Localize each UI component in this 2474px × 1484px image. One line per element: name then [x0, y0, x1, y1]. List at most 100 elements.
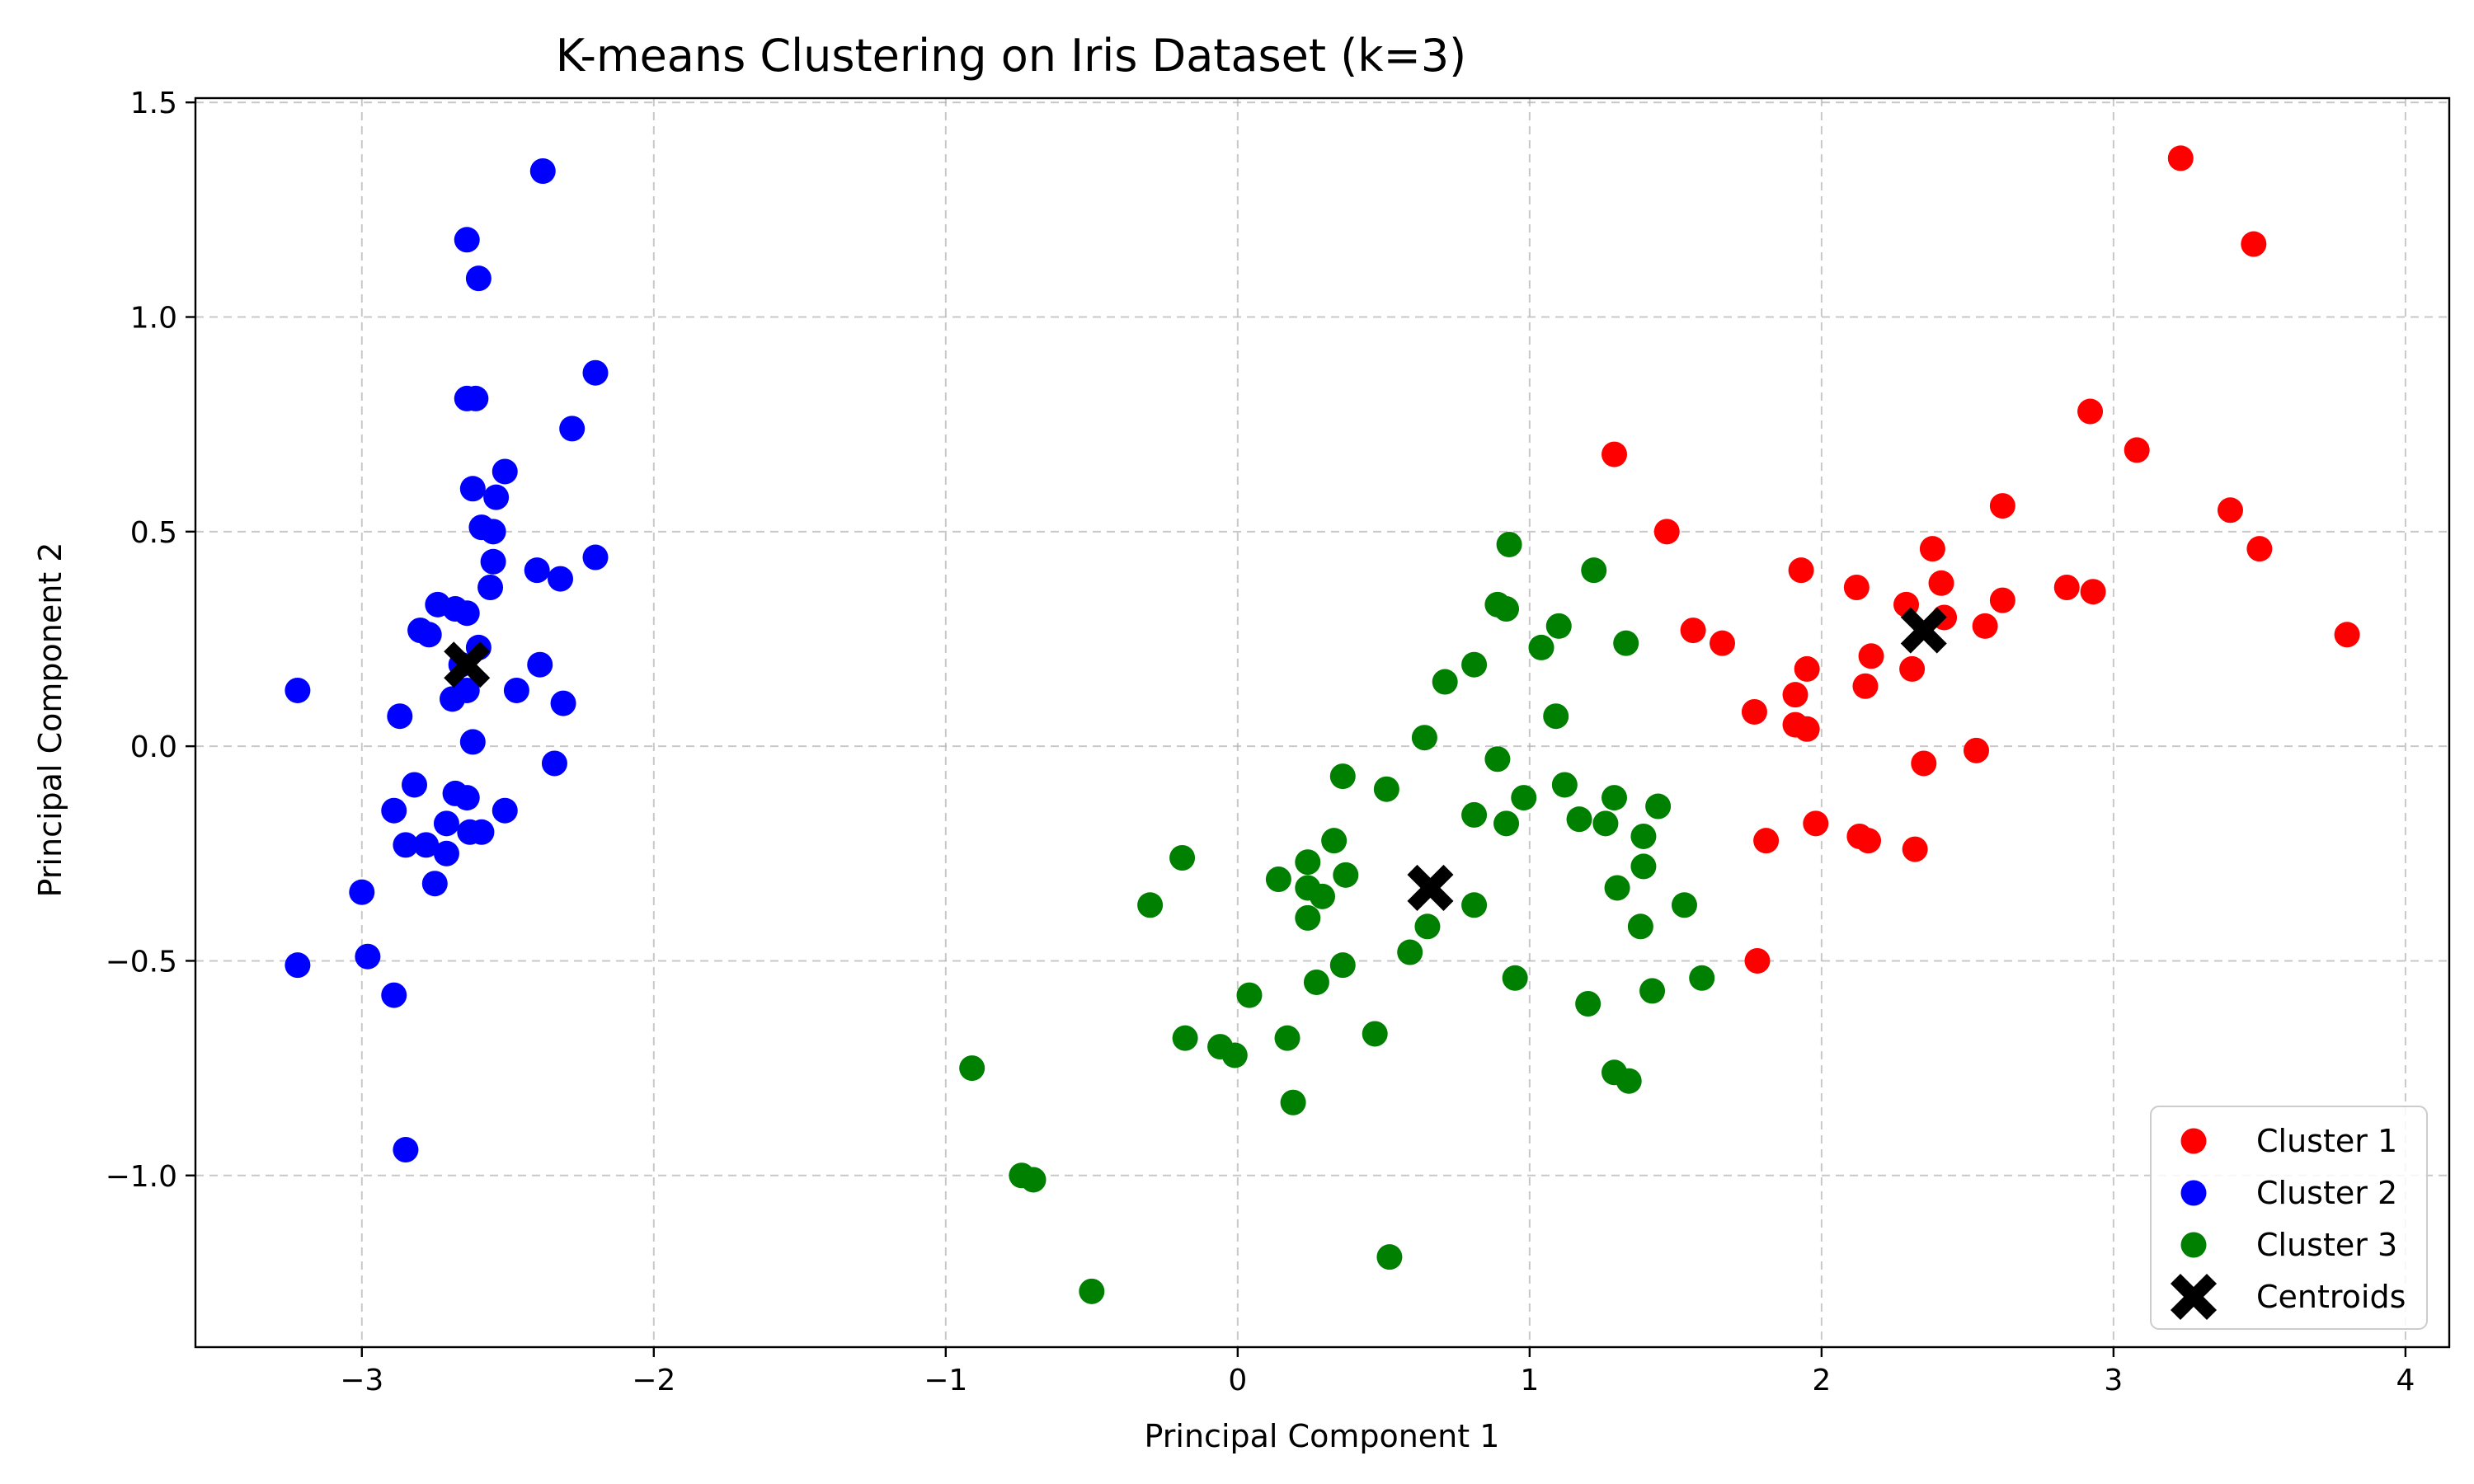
cluster-3-point — [1295, 904, 1321, 931]
cluster-3-point — [1604, 875, 1630, 901]
cluster-1-point — [1989, 587, 2015, 613]
x-tick-label: −1 — [924, 1364, 967, 1397]
cluster-3-point — [1329, 952, 1356, 979]
cluster-3-point — [1414, 913, 1441, 940]
cluster-3-point — [1602, 785, 1628, 811]
cluster-2-point — [381, 982, 407, 1008]
cluster-1-point — [1899, 655, 1926, 682]
x-tick-label: 1 — [1520, 1364, 1539, 1397]
cluster-3-point — [1639, 978, 1666, 1004]
cluster-3-point — [1616, 1068, 1642, 1094]
cluster-3-point — [1575, 991, 1602, 1017]
cluster-1-point — [2124, 437, 2150, 463]
cluster-3-point — [1671, 892, 1697, 918]
cluster-2-point — [582, 544, 609, 571]
cluster-3-point — [1581, 557, 1607, 584]
cluster-3-point — [1236, 982, 1263, 1008]
cluster-2-point — [433, 810, 459, 837]
cluster-3-point — [1310, 883, 1335, 909]
cluster-2-point — [459, 729, 486, 755]
cluster-3-point — [1545, 613, 1572, 639]
cluster-3-point — [1502, 965, 1528, 991]
y-tick-label: 0.5 — [130, 516, 177, 550]
cluster-2-point — [285, 952, 311, 979]
cluster-1-point — [1989, 493, 2015, 519]
cluster-2-point — [503, 677, 529, 703]
cluster-3-point — [1172, 1025, 1198, 1051]
cluster-1-point — [1852, 673, 1879, 699]
cluster-1-point — [2334, 622, 2360, 648]
cluster-1-point — [2217, 497, 2243, 524]
cluster-2-point — [468, 819, 495, 845]
cluster-2-point — [433, 840, 459, 866]
legend-label-centroids: Centroids — [2256, 1279, 2406, 1315]
cluster-3-point — [1484, 746, 1511, 773]
cluster-3-point — [1511, 785, 1537, 811]
y-tick-label: −0.5 — [106, 945, 177, 979]
axis-ticks: −3 −2 −1 0 1 2 3 4 −1.0 −0.5 0.0 0.5 1.0 1.5 — [106, 87, 2415, 1397]
cluster-2-point — [402, 772, 428, 798]
x-tick-label: 0 — [1228, 1364, 1247, 1397]
cluster-3-point — [959, 1055, 985, 1082]
cluster-1-point — [1794, 655, 1820, 682]
y-tick-label: 0.0 — [130, 730, 177, 764]
cluster-3-point — [1362, 1021, 1388, 1047]
cluster-3-point — [1432, 669, 1458, 695]
cluster-2-point — [524, 557, 550, 584]
cluster-2-point — [527, 651, 553, 678]
cluster-3-point — [1630, 853, 1657, 880]
cluster-1-point — [1653, 519, 1680, 545]
cluster-2-point — [550, 690, 576, 716]
cluster-2-point — [492, 797, 518, 824]
cluster-3-point — [1592, 810, 1619, 837]
x-tick-label: 2 — [1812, 1364, 1831, 1397]
cluster-1-point — [1928, 570, 1954, 596]
y-tick-label: −1.0 — [106, 1160, 177, 1194]
cluster-1-point — [1902, 836, 1928, 862]
centroid-marker — [1900, 607, 1947, 654]
cluster-3-point — [1528, 634, 1554, 660]
y-tick-label: 1.0 — [130, 302, 177, 336]
cluster-1-point — [1858, 643, 1884, 669]
cluster-2-point — [559, 416, 586, 442]
cluster-1-point — [1788, 557, 1814, 584]
cluster-2-point — [582, 359, 609, 386]
cluster-3-point — [1265, 866, 1291, 893]
cluster-1-point — [2080, 579, 2106, 605]
cluster-1-point — [2077, 398, 2104, 425]
cluster-3-point — [1397, 939, 1423, 965]
centroid-marker — [1407, 864, 1454, 911]
legend: Cluster 1 Cluster 2 Cluster 3 Centroids — [2150, 1106, 2428, 1330]
cluster-3-point — [1137, 892, 1164, 918]
legend-box — [2150, 1106, 2428, 1330]
cluster-2-point — [393, 1137, 419, 1163]
cluster-1-point — [1602, 441, 1628, 467]
cluster-3-point — [1333, 862, 1359, 888]
cluster-3-point — [1461, 801, 1488, 828]
legend-label-cluster-1: Cluster 1 — [2256, 1123, 2397, 1159]
cluster-2-point — [459, 476, 486, 502]
legend-marker-centroids — [2170, 1273, 2218, 1321]
legend-marker-cluster-2 — [2180, 1180, 2207, 1206]
legend-marker-cluster-3 — [2180, 1232, 2207, 1258]
cluster-3-point — [1020, 1167, 1047, 1193]
cluster-2-point — [483, 484, 510, 510]
cluster-2-point — [349, 879, 375, 905]
cluster-3-point — [1493, 596, 1520, 622]
cluster-1-point — [1911, 750, 1937, 777]
legend-marker-cluster-1 — [2180, 1128, 2207, 1154]
cluster-1-point — [1843, 575, 1870, 601]
cluster-3-point — [1321, 828, 1348, 854]
centroid-marker — [444, 641, 491, 688]
x-tick-label: 3 — [2104, 1364, 2123, 1397]
cluster-3-point — [1627, 913, 1653, 940]
cluster-3-point — [1543, 703, 1569, 730]
cluster-1-point — [1794, 716, 1820, 742]
cluster-1-point — [2241, 231, 2267, 257]
cluster-3-point — [1303, 969, 1329, 995]
cluster-1-point — [1710, 630, 1736, 656]
cluster-2-point — [421, 871, 448, 897]
cluster-2-point — [355, 943, 381, 970]
cluster-2-point — [463, 385, 489, 411]
